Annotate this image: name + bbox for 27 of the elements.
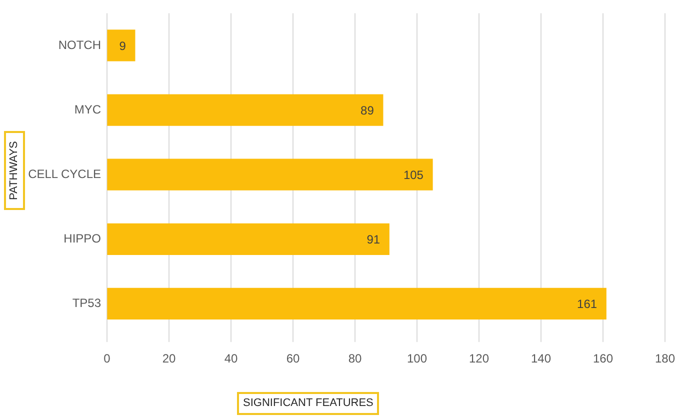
x-tick-label: 20 <box>162 352 176 366</box>
data-label: 89 <box>360 103 374 118</box>
x-tick-label: 40 <box>224 352 238 366</box>
x-tick-label: 140 <box>530 352 552 366</box>
y-tick-label: NOTCH <box>58 38 101 52</box>
x-tick-label: 60 <box>286 352 300 366</box>
x-tick-label: 120 <box>468 352 490 366</box>
x-tick-label: 160 <box>592 352 614 366</box>
x-axis-title: SIGNIFICANT FEATURES <box>237 392 380 415</box>
data-label: 105 <box>403 168 424 182</box>
bar <box>107 223 390 255</box>
x-tick-label: 180 <box>654 352 676 366</box>
bar <box>107 158 433 190</box>
y-tick-label: MYC <box>74 102 102 116</box>
y-tick-label: TP53 <box>72 296 102 310</box>
data-label: 161 <box>577 297 598 312</box>
y-axis-title: PATHWAYS <box>4 131 25 210</box>
y-tick-label: HIPPO <box>64 231 101 246</box>
data-label: 91 <box>366 232 380 246</box>
data-label: 9 <box>119 38 126 53</box>
y-tick-label: CELL CYCLE <box>28 166 101 181</box>
bar <box>107 288 606 320</box>
bar <box>107 30 136 62</box>
x-tick-label: 100 <box>406 352 428 366</box>
x-tick-label: 0 <box>104 352 111 366</box>
x-tick-label: 80 <box>348 352 362 366</box>
bar <box>107 94 384 126</box>
